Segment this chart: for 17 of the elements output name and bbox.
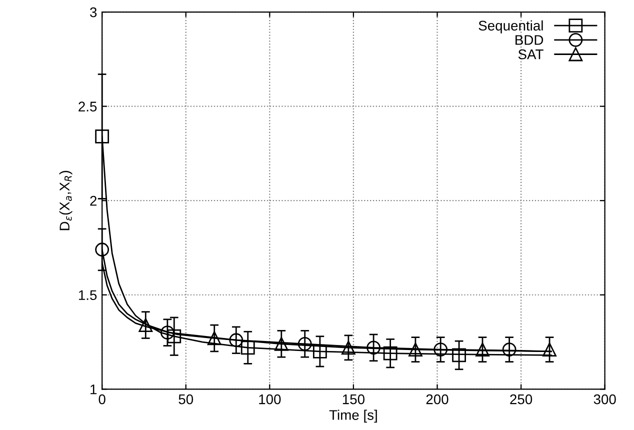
y-tick-label: 3	[90, 7, 97, 18]
y-axis-title: D$_{ε}$(X$_{a}$,X$_{R}$)	[59, 170, 72, 230]
y-tick-label: 2.5	[78, 102, 97, 112]
x-tick-label: 200	[426, 394, 448, 404]
x-tick-label: 250	[510, 394, 532, 404]
x-axis-title: Time [s]	[329, 410, 377, 423]
y-tick-label: 1.5	[78, 290, 97, 300]
x-tick-label: 100	[259, 394, 281, 404]
legend-label: BDD	[516, 35, 544, 45]
x-tick-label: 50	[178, 394, 194, 404]
x-tick-label: 150	[342, 394, 364, 404]
y-tick-label: 2	[90, 196, 97, 206]
x-tick-label: 0	[98, 394, 106, 404]
y-tick-label: 1	[90, 384, 97, 394]
legend-label: SAT	[518, 49, 544, 60]
legend-label: Sequential	[478, 20, 543, 34]
x-tick-label: 300	[594, 394, 616, 404]
